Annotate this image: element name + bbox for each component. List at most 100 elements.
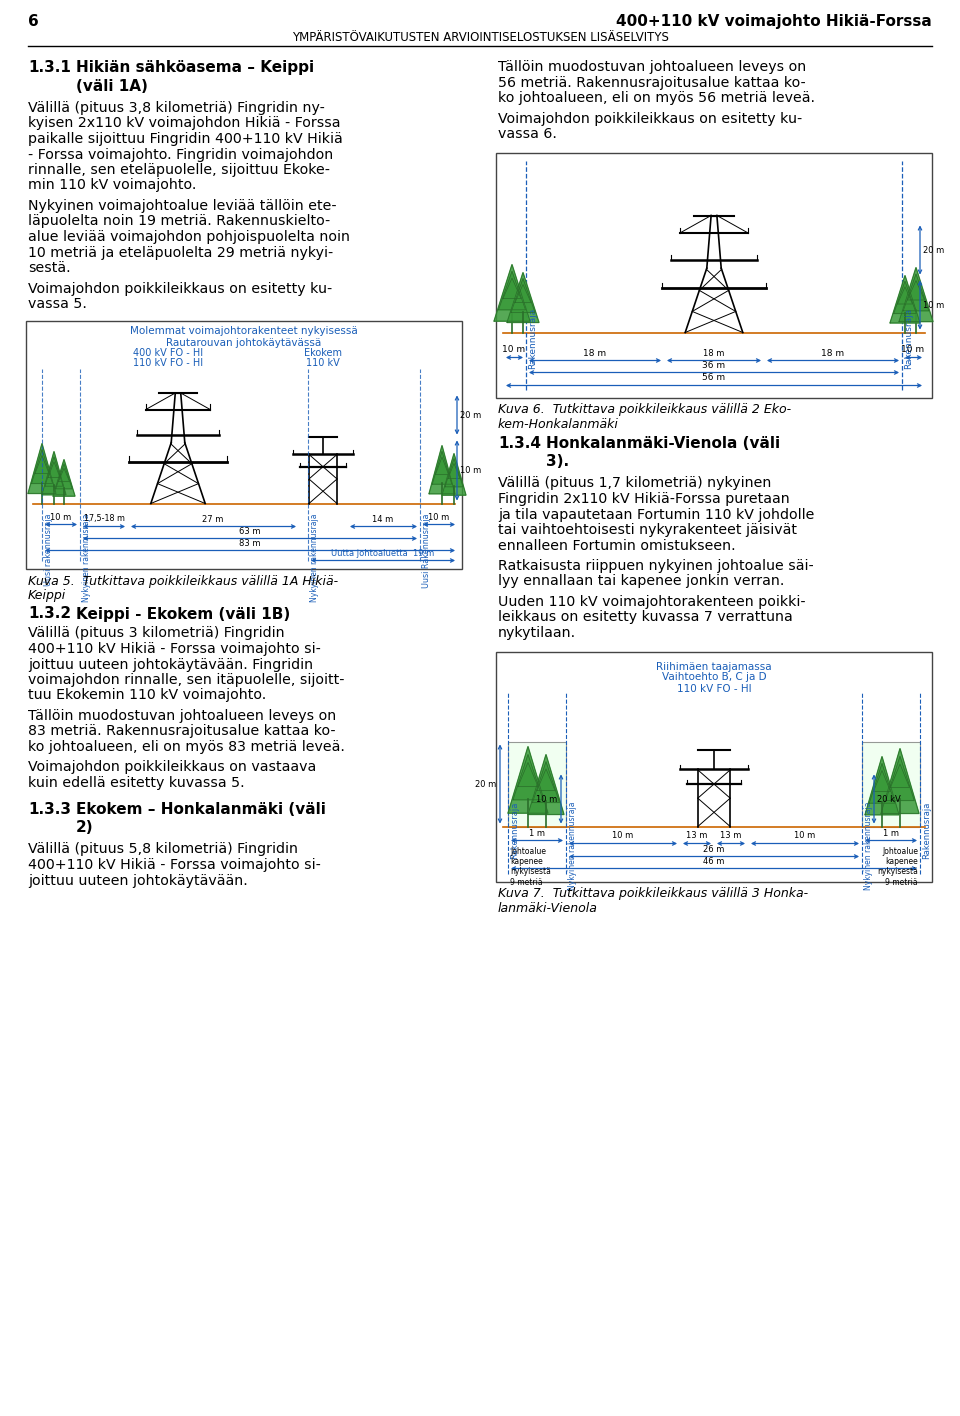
Text: Kuva 7.  Tutkittava poikkileikkaus välillä 3 Honka-
lanmäki-Vienola: Kuva 7. Tutkittava poikkileikkaus välill… <box>498 888 808 916</box>
Text: 1.3.1: 1.3.1 <box>28 59 71 75</box>
Text: Ratkaisusta riippuen nykyinen johtoalue säi-: Ratkaisusta riippuen nykyinen johtoalue … <box>498 559 814 573</box>
Text: 46 m: 46 m <box>704 857 725 865</box>
Text: Nykyinen voimajohtoalue leviää tällöin ete-: Nykyinen voimajohtoalue leviää tällöin e… <box>28 200 337 212</box>
Polygon shape <box>518 762 538 786</box>
Text: 10 m: 10 m <box>502 346 525 354</box>
Polygon shape <box>898 287 913 304</box>
Polygon shape <box>445 459 463 487</box>
Polygon shape <box>899 268 933 321</box>
Text: Voimajohdon poikkileikkaus on vastaava: Voimajohdon poikkileikkaus on vastaava <box>28 760 316 775</box>
Text: 1.3.4: 1.3.4 <box>498 436 541 450</box>
Text: 56 metriä. Rakennusrajoitusalue kattaa ko-: 56 metriä. Rakennusrajoitusalue kattaa k… <box>498 75 805 89</box>
Polygon shape <box>59 469 69 481</box>
Text: joittuu uuteen johtokäytävään. Fingridin: joittuu uuteen johtokäytävään. Fingridin <box>28 657 313 671</box>
Text: 36 m: 36 m <box>703 361 726 370</box>
Text: 400+110 kV Hikiä - Forssa voimajohto si-: 400+110 kV Hikiä - Forssa voimajohto si- <box>28 858 321 872</box>
Text: 400 kV FO - HI: 400 kV FO - HI <box>132 348 204 358</box>
Text: 400+110 kV voimajohto Hikiä-Forssa: 400+110 kV voimajohto Hikiä-Forssa <box>616 14 932 28</box>
Text: Rakennusraja: Rakennusraja <box>528 307 537 368</box>
Polygon shape <box>436 457 448 474</box>
Polygon shape <box>508 746 548 813</box>
Text: 10 m: 10 m <box>901 346 924 354</box>
Text: joittuu uuteen johtokäytävään.: joittuu uuteen johtokäytävään. <box>28 874 248 888</box>
Text: Hikiän sähköasema – Keippi: Hikiän sähköasema – Keippi <box>76 59 314 75</box>
Text: lyy ennallaan tai kapenee jonkin verran.: lyy ennallaan tai kapenee jonkin verran. <box>498 575 784 589</box>
Text: 10 m: 10 m <box>460 466 481 474</box>
Text: Vaihtoehto B, C ja D: Vaihtoehto B, C ja D <box>661 673 766 683</box>
Text: 20 kV: 20 kV <box>877 794 900 804</box>
Polygon shape <box>874 770 891 792</box>
Polygon shape <box>533 762 560 803</box>
Text: vassa 5.: vassa 5. <box>28 297 86 312</box>
Text: 400+110 kV Hikiä - Forssa voimajohto si-: 400+110 kV Hikiä - Forssa voimajohto si- <box>28 641 321 656</box>
Text: 110 kV FO - HI: 110 kV FO - HI <box>677 684 752 694</box>
Text: Tällöin muodostuvan johtoalueen leveys on: Tällöin muodostuvan johtoalueen leveys o… <box>28 709 336 724</box>
Bar <box>496 651 932 882</box>
Polygon shape <box>515 285 531 303</box>
Text: 63 m: 63 m <box>239 527 261 535</box>
Text: 1.3.3: 1.3.3 <box>28 801 71 817</box>
Text: Nykyinen rakennusraja: Nykyinen rakennusraja <box>82 514 91 602</box>
Text: 10 metriä ja eteläpuolelta 29 metriä nykyi-: 10 metriä ja eteläpuolelta 29 metriä nyk… <box>28 245 333 259</box>
Text: tai vaihtoehtoisesti nykyrakenteet jäisivät: tai vaihtoehtoisesti nykyrakenteet jäisi… <box>498 523 797 537</box>
Text: 20 m: 20 m <box>460 411 481 421</box>
Text: Kuva 6.  Tutkittava poikkileikkaus välillä 2 Eko-
kem-Honkalanmäki: Kuva 6. Tutkittava poikkileikkaus välill… <box>498 404 791 432</box>
Text: Molemmat voimajohtorakenteet nykyisessä: Molemmat voimajohtorakenteet nykyisessä <box>131 327 358 337</box>
Text: ko johtoalueen, eli on myös 83 metriä leveä.: ko johtoalueen, eli on myös 83 metriä le… <box>28 741 345 753</box>
Polygon shape <box>865 756 899 814</box>
Text: Uuden 110 kV voimajohtorakenteen poikki-: Uuden 110 kV voimajohtorakenteen poikki- <box>498 595 805 609</box>
Text: 6: 6 <box>28 14 38 28</box>
Polygon shape <box>891 765 909 787</box>
Text: ko johtoalueen, eli on myös 56 metriä leveä.: ko johtoalueen, eli on myös 56 metriä le… <box>498 91 815 105</box>
Text: 13 m: 13 m <box>720 831 742 841</box>
Text: 10 m: 10 m <box>794 831 816 841</box>
Text: 1 m: 1 m <box>883 828 899 837</box>
Polygon shape <box>498 272 525 310</box>
Text: Rakennusraja: Rakennusraja <box>922 801 931 860</box>
Text: sestä.: sestä. <box>28 261 71 275</box>
Polygon shape <box>528 755 564 814</box>
Bar <box>496 153 932 398</box>
Polygon shape <box>442 453 466 496</box>
Text: Honkalanmäki-Vienola (väli: Honkalanmäki-Vienola (väli <box>546 436 780 450</box>
Polygon shape <box>513 755 543 800</box>
Text: 18 m: 18 m <box>584 348 607 357</box>
Polygon shape <box>890 276 920 323</box>
Text: nykytilaan.: nykytilaan. <box>498 626 576 640</box>
Text: 20 m: 20 m <box>475 780 496 789</box>
Text: 56 m: 56 m <box>703 374 726 382</box>
Text: - Forssa voimajohto. Fingridin voimajohdon: - Forssa voimajohto. Fingridin voimajohd… <box>28 147 333 161</box>
Polygon shape <box>42 452 66 494</box>
Text: Riihimäen taajamassa: Riihimäen taajamassa <box>657 661 772 671</box>
Text: 10 m: 10 m <box>50 513 72 521</box>
Polygon shape <box>537 769 555 790</box>
Text: Ekokem – Honkalanmäki (väli: Ekokem – Honkalanmäki (väli <box>76 801 325 817</box>
Text: leikkaus on esitetty kuvassa 7 verrattuna: leikkaus on esitetty kuvassa 7 verrattun… <box>498 610 793 624</box>
Text: 18 m: 18 m <box>822 348 845 357</box>
Text: Keippi - Ekokem (väli 1B): Keippi - Ekokem (väli 1B) <box>76 606 290 622</box>
Text: 13 m: 13 m <box>686 831 708 841</box>
Text: Uusi Rakennusraja: Uusi Rakennusraja <box>422 514 431 588</box>
Text: 110 kV FO - HI: 110 kV FO - HI <box>132 358 204 368</box>
Text: alue leviää voimajohdon pohjoispuolelta noin: alue leviää voimajohdon pohjoispuolelta … <box>28 229 350 244</box>
Text: Johtoalue
kapenee
nykyisestä
9 metriä: Johtoalue kapenee nykyisestä 9 metriä <box>510 847 551 886</box>
Bar <box>26 320 462 568</box>
Text: Voimajohdon poikkileikkaus on esitetty ku-: Voimajohdon poikkileikkaus on esitetty k… <box>498 112 803 126</box>
Polygon shape <box>48 462 60 477</box>
Polygon shape <box>869 763 895 803</box>
Text: 20 m: 20 m <box>923 246 945 255</box>
Bar <box>862 742 920 827</box>
Text: Välillä (pituus 3 kilometriä) Fingridin: Välillä (pituus 3 kilometriä) Fingridin <box>28 626 284 640</box>
Polygon shape <box>511 279 535 313</box>
Text: 10 m: 10 m <box>923 302 945 310</box>
Text: paikalle sijoittuu Fingridin 400+110 kV Hikiä: paikalle sijoittuu Fingridin 400+110 kV … <box>28 132 343 146</box>
Text: Fingridin 2x110 kV Hikiä-Forssa puretaan: Fingridin 2x110 kV Hikiä-Forssa puretaan <box>498 491 790 506</box>
Text: vassa 6.: vassa 6. <box>498 127 557 142</box>
Text: (väli 1A): (väli 1A) <box>76 79 148 93</box>
Polygon shape <box>53 460 75 496</box>
Text: tuu Ekokemin 110 kV voimajohto.: tuu Ekokemin 110 kV voimajohto. <box>28 688 266 702</box>
Text: 10 m: 10 m <box>612 831 634 841</box>
Text: 2): 2) <box>76 820 94 835</box>
Text: Välillä (pituus 1,7 kilometriä) nykyinen: Välillä (pituus 1,7 kilometriä) nykyinen <box>498 477 772 490</box>
Text: Uutta johtoaluetta  19 m: Uutta johtoaluetta 19 m <box>331 548 435 558</box>
